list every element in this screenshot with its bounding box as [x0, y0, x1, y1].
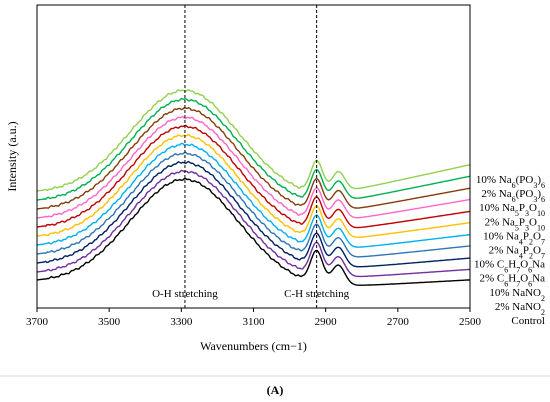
x-axis-ticks: 3700 3500 3300 3100 2900 2700 2500 [26, 308, 482, 328]
legend-entry: Control [511, 315, 545, 327]
series-curve [36, 89, 471, 192]
x-tick-label: 3500 [98, 316, 121, 328]
series-curve [36, 151, 471, 258]
x-tick-label: 2700 [387, 316, 410, 328]
legend-entry: 10% C6H7O6Na [474, 259, 545, 275]
legend-entry: 2% Na4P2O7 [489, 245, 545, 261]
legend-entry: 2% C6H7O6Na [480, 273, 546, 289]
series-curve [36, 124, 471, 229]
legend-entry: 10% Na6(PO3)6 [476, 174, 545, 190]
y-axis-title: Intensity (a.u.) [5, 121, 19, 191]
legend-entry: 10% Na5P3O10 [479, 202, 545, 218]
series-curve [36, 115, 471, 219]
series-curve [36, 160, 471, 268]
ch-stretching-annotation: C-H stretching [284, 288, 350, 300]
plot-frame [36, 4, 471, 309]
panel-label: (A) [267, 383, 284, 397]
x-axis-title: Wavenumbers (cm−1) [200, 339, 307, 353]
legend-entry: 2% NaNO2 [495, 301, 545, 317]
series-curve [36, 169, 471, 278]
x-tick-label: 2900 [315, 316, 338, 328]
x-tick-label: 3300 [170, 316, 193, 328]
oh-stretching-annotation: O-H stretching [152, 288, 218, 300]
series-curve [36, 107, 471, 210]
legend-entry: 2% Na5P3O10 [485, 216, 545, 232]
x-tick-label: 3100 [243, 316, 266, 328]
x-tick-label: 3700 [26, 316, 49, 328]
legend-entry: 2% Na6(PO3)6 [481, 188, 545, 204]
series-curve [36, 133, 471, 238]
legend-entry: 10% NaNO2 [489, 287, 545, 303]
series-curve [36, 97, 471, 201]
series-curve [36, 177, 471, 286]
legend-entry: 10% Na4P2O7 [483, 230, 545, 246]
x-tick-label: 2500 [459, 316, 482, 328]
series-curve [36, 142, 471, 248]
spectra-curves [36, 89, 471, 286]
